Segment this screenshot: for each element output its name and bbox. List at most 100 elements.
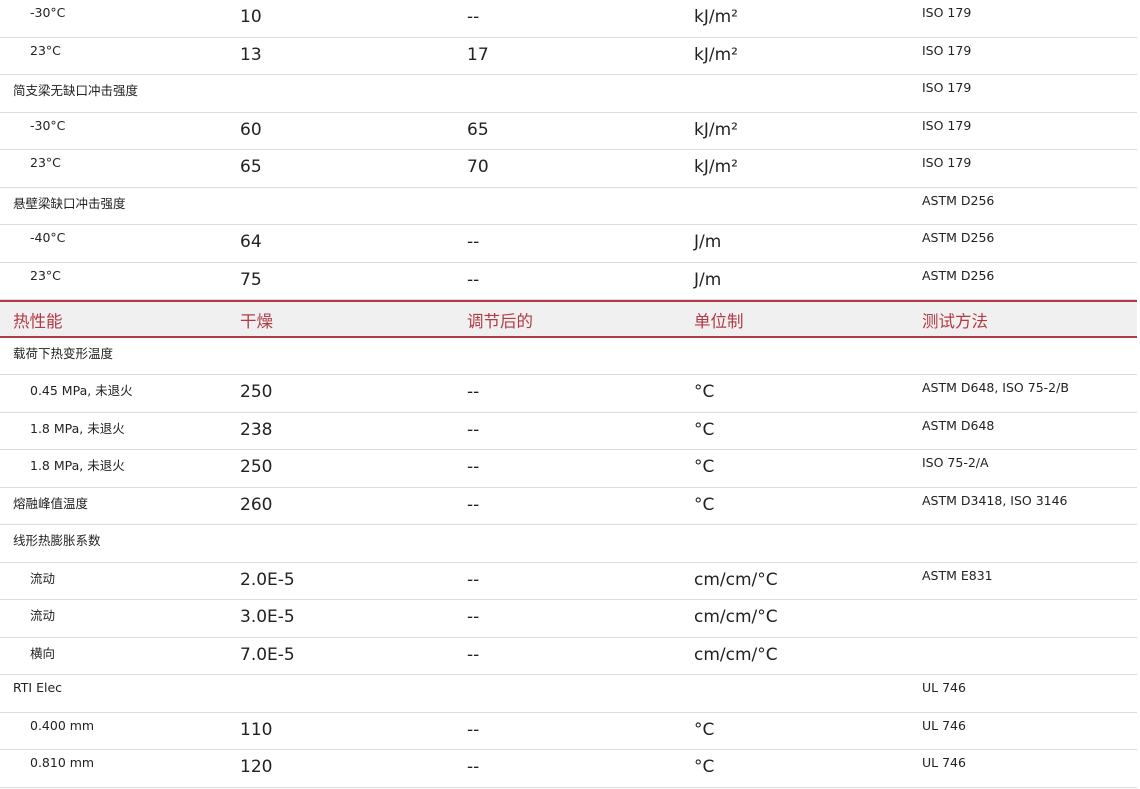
unit: J/m xyxy=(694,269,722,290)
test-method: UL 746 xyxy=(922,717,966,733)
section-header-row: 热性能 干燥 调节后的 单位制 测试方法 xyxy=(0,300,1137,338)
dry-value: 3.0E-5 xyxy=(240,607,295,627)
dry-value: 13 xyxy=(240,44,262,65)
table-row: 23°C 13 17 kJ/m² ISO 179 xyxy=(0,38,1137,75)
conditioned-value: -- xyxy=(467,269,480,290)
property-name: 熔融峰值温度 xyxy=(13,495,89,511)
dry-value: 10 xyxy=(240,7,262,27)
property-name: 悬壁梁缺口冲击强度 xyxy=(13,195,126,211)
dry-value: 238 xyxy=(240,419,273,440)
test-method: ISO 179 xyxy=(922,42,972,58)
conditioned-value: 17 xyxy=(467,44,489,65)
conditioned-value: 70 xyxy=(467,157,489,177)
property-name: 载荷下热变形温度 xyxy=(13,345,114,361)
table-row: 0.45 MPa, 未退火 250 -- °C ASTM D648, ISO 75-2/… xyxy=(0,375,1137,413)
property-name: 1.8 MPa, 未退火 xyxy=(30,458,125,473)
test-method: ASTM E831 xyxy=(922,567,993,583)
conditioned-value: -- xyxy=(467,607,480,627)
conditioned-value: -- xyxy=(467,7,480,27)
unit: °C xyxy=(694,757,715,777)
property-name: 0.45 MPa, 未退火 xyxy=(30,383,133,398)
conditioned-value: -- xyxy=(467,232,480,252)
unit: °C xyxy=(694,719,715,740)
property-name: -40°C xyxy=(30,230,66,245)
unit: cm/cm/°C xyxy=(694,644,778,665)
header-property-name: 热性能 xyxy=(13,312,63,331)
header-conditioned-value: 调节后的 xyxy=(467,312,533,331)
dry-value: 64 xyxy=(240,232,262,252)
unit: cm/cm/°C xyxy=(694,607,778,627)
unit: °C xyxy=(694,382,715,402)
conditioned-value: -- xyxy=(467,419,480,440)
unit: °C xyxy=(694,419,715,440)
conditioned-value: -- xyxy=(467,757,480,777)
table-row: -30°C 10 -- kJ/m² ISO 179 xyxy=(0,0,1137,38)
unit: J/m xyxy=(694,232,722,252)
property-name: 1.8 MPa, 未退火 xyxy=(30,420,125,436)
test-method: ISO 179 xyxy=(922,117,972,133)
table-row: 0.400 mm 110 -- °C UL 746 xyxy=(0,713,1137,750)
table-row: 23°C 75 -- J/m ASTM D256 xyxy=(0,263,1137,300)
test-method: ISO 179 xyxy=(922,5,972,20)
property-name: 流动 xyxy=(30,608,56,623)
dry-value: 7.0E-5 xyxy=(240,644,295,665)
test-method: ISO 179 xyxy=(922,155,972,170)
table-row: 简支梁无缺口冲击强度 ISO 179 xyxy=(0,75,1137,113)
table-row: 线形热膨胀系数 xyxy=(0,525,1137,563)
dry-value: 120 xyxy=(240,757,273,777)
dry-value: 65 xyxy=(240,157,262,177)
test-method: UL 746 xyxy=(922,680,966,695)
test-method: ISO 179 xyxy=(922,80,972,95)
conditioned-value: -- xyxy=(467,382,480,402)
table-row: 悬壁梁缺口冲击强度 ASTM D256 xyxy=(0,188,1137,225)
property-name: -30°C xyxy=(30,5,66,20)
table-row: 1.8 MPa, 未退火 250 -- °C ISO 75-2/A xyxy=(0,450,1137,488)
property-name: 线形热膨胀系数 xyxy=(13,533,101,548)
test-method: ASTM D256 xyxy=(922,192,995,208)
property-name: 0.810 mm xyxy=(30,755,95,770)
table-row: 载荷下热变形温度 xyxy=(0,338,1137,375)
test-method: ASTM D648 xyxy=(922,417,995,433)
unit: kJ/m² xyxy=(694,7,738,27)
conditioned-value: -- xyxy=(467,644,480,665)
conditioned-value: -- xyxy=(467,569,480,590)
table-row: -30°C 60 65 kJ/m² ISO 179 xyxy=(0,113,1137,150)
dry-value: 2.0E-5 xyxy=(240,569,295,590)
property-name: 横向 xyxy=(30,645,56,661)
property-name: 简支梁无缺口冲击强度 xyxy=(13,83,139,98)
test-method: ASTM D648, ISO 75-2/B xyxy=(922,380,1069,395)
dry-value: 260 xyxy=(240,494,273,515)
conditioned-value: 65 xyxy=(467,119,489,140)
unit: kJ/m² xyxy=(694,157,738,177)
test-method: ISO 75-2/A xyxy=(922,455,989,470)
unit: °C xyxy=(694,457,715,477)
table-row: 23°C 65 70 kJ/m² ISO 179 xyxy=(0,150,1137,188)
header-unit: 单位制 xyxy=(694,312,744,331)
dry-value: 250 xyxy=(240,457,273,477)
header-dry-value: 干燥 xyxy=(240,312,273,331)
table-row: 0.810 mm 120 -- °C UL 746 xyxy=(0,750,1137,788)
conditioned-value: -- xyxy=(467,457,480,477)
header-test-method: 测试方法 xyxy=(922,312,988,331)
unit: kJ/m² xyxy=(694,119,738,140)
property-name: 23°C xyxy=(30,42,61,58)
unit: °C xyxy=(694,494,715,515)
unit: kJ/m² xyxy=(694,44,738,65)
property-name: 23°C xyxy=(30,267,61,283)
property-name: RTI Elec xyxy=(13,680,63,695)
table-row: 流动 2.0E-5 -- cm/cm/°C ASTM E831 xyxy=(0,563,1137,600)
dry-value: 110 xyxy=(240,719,273,740)
property-name: 0.400 mm xyxy=(30,717,95,733)
conditioned-value: -- xyxy=(467,494,480,515)
test-method: UL 746 xyxy=(922,755,966,770)
dry-value: 75 xyxy=(240,269,262,290)
dry-value: 60 xyxy=(240,119,262,140)
property-name: 流动 xyxy=(30,570,56,586)
table-row: 横向 7.0E-5 -- cm/cm/°C xyxy=(0,638,1137,675)
test-method: ASTM D256 xyxy=(922,230,995,245)
test-method: ASTM D3418, ISO 3146 xyxy=(922,492,1068,508)
table-row: 熔融峰值温度 260 -- °C ASTM D3418, ISO 3146 xyxy=(0,488,1137,525)
property-name: 23°C xyxy=(30,155,61,170)
unit: cm/cm/°C xyxy=(694,569,778,590)
